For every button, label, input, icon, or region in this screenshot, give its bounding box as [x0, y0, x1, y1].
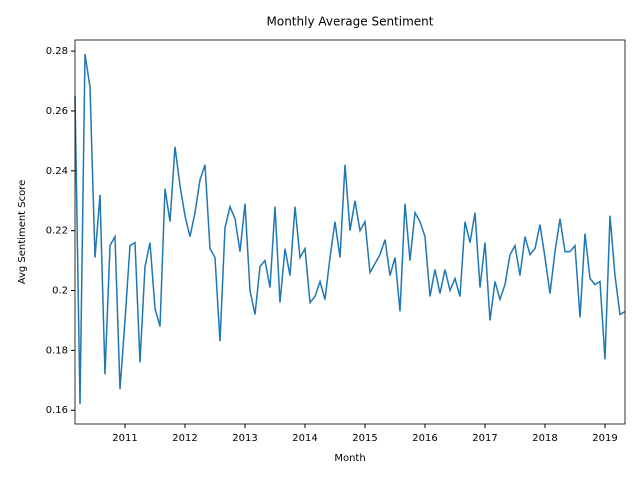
axes-frame	[74, 39, 626, 425]
y-tick-label: 0.26	[46, 106, 68, 117]
x-tick-label: 2019	[592, 433, 617, 444]
y-tick-label: 0.16	[46, 405, 68, 416]
y-tick-label: 0.24	[46, 166, 68, 177]
chart-title: Monthly Average Sentiment	[267, 15, 434, 29]
x-tick-label: 2017	[472, 433, 497, 444]
x-tick-label: 2016	[412, 433, 437, 444]
x-tick-label: 2014	[292, 433, 317, 444]
y-axis-label: Avg Sentiment Score	[17, 180, 28, 285]
y-tick-label: 0.22	[46, 226, 68, 237]
x-tick-label: 2015	[352, 433, 377, 444]
x-tick-label: 2013	[232, 433, 257, 444]
x-tick-label: 2011	[112, 433, 137, 444]
x-tick-label: 2012	[172, 433, 197, 444]
line	[74, 53, 626, 405]
x-axis-label: Month	[334, 453, 365, 464]
x-tick-label: 2018	[532, 433, 557, 444]
y-tick-label: 0.28	[46, 46, 68, 57]
y-tick-label: 0.2	[52, 286, 68, 297]
y-tick-label: 0.18	[46, 345, 68, 356]
